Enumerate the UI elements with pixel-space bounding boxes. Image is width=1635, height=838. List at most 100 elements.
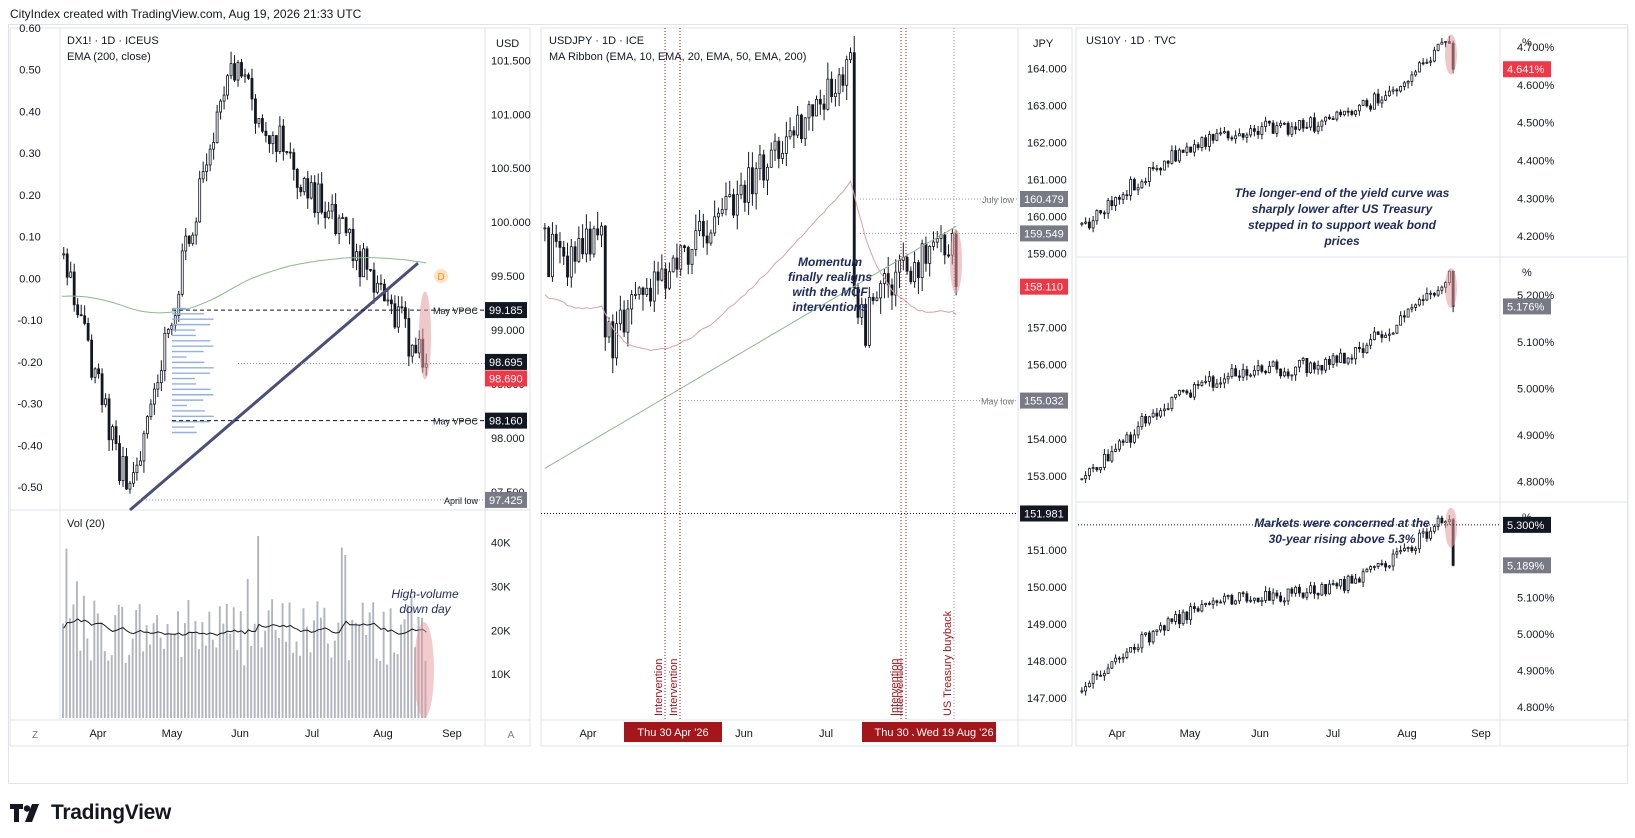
candle-body <box>1402 82 1406 87</box>
candle-body <box>128 482 132 490</box>
dx-volume-bar <box>100 622 103 718</box>
dx-volume-bar <box>407 605 410 718</box>
candle-body <box>830 78 834 98</box>
candle-body <box>1151 412 1155 418</box>
candle-body <box>1080 222 1084 225</box>
candle-body <box>1436 289 1440 296</box>
candle-body <box>664 268 668 289</box>
dx-right-tick: 101.000 <box>491 109 531 121</box>
dx-volume-bar <box>372 602 375 718</box>
candle-body <box>822 103 826 110</box>
candle-body <box>271 135 275 145</box>
candle-body <box>1294 586 1298 594</box>
candle-body <box>243 74 247 77</box>
yield-axis-tick: 4.500% <box>1517 118 1555 130</box>
dx-volume-bar <box>403 619 406 718</box>
candle-body <box>596 228 600 236</box>
jpy-highlight-ellipse <box>950 229 962 294</box>
candle-body <box>1185 390 1189 394</box>
candle-body <box>344 217 348 234</box>
candle-body <box>1192 383 1196 398</box>
candle-body <box>1110 200 1114 207</box>
candle-body <box>376 282 379 293</box>
dx-left-tick: -0.50 <box>17 482 42 494</box>
candle-body <box>247 74 250 79</box>
candle-body <box>1099 674 1103 677</box>
candle-body <box>1219 382 1223 385</box>
dx-volume-bar <box>299 655 301 718</box>
yield-symbol-line: US10Y · 1D · TVC <box>1086 35 1176 47</box>
candle-body <box>1121 440 1125 443</box>
candle-body <box>1312 362 1316 370</box>
candle-body <box>709 232 713 244</box>
jpy-symbol-line: USDJPY · 1D · ICE <box>549 35 644 47</box>
candle-body <box>1091 673 1095 684</box>
jpy-level-tag: 160.479 <box>1020 191 1068 208</box>
dx-volume-bar <box>302 608 305 718</box>
candle-body <box>747 167 751 203</box>
candle-body <box>924 243 928 264</box>
candle-body <box>1125 651 1129 658</box>
candle-body <box>807 104 811 119</box>
candle-body <box>1147 416 1151 424</box>
jpy-level-tag-text: 151.981 <box>1024 508 1064 520</box>
candle-body <box>173 315 177 326</box>
candle-body <box>1339 579 1343 587</box>
candle-body <box>1102 673 1106 677</box>
yield-x-tick: Jul <box>1326 728 1340 740</box>
jpy-level-tag-bg <box>1020 505 1068 522</box>
candle-body <box>407 318 411 357</box>
candle-body <box>1132 647 1136 650</box>
candle-body <box>1110 661 1114 669</box>
jpy-event-label: Intervention <box>894 659 906 716</box>
candle-body <box>65 253 69 278</box>
candle-body <box>845 59 849 86</box>
candle-body <box>327 210 331 219</box>
candle-body <box>1350 357 1354 360</box>
candle-body <box>1249 374 1253 377</box>
candle-body <box>1159 625 1163 631</box>
candle-body <box>1440 41 1444 45</box>
candle-body <box>1230 595 1234 605</box>
jpy-ema50-line <box>544 180 957 352</box>
candle-body <box>932 241 935 247</box>
candle-body <box>1170 150 1174 164</box>
candle-body <box>622 309 626 333</box>
candle-body <box>1204 380 1208 383</box>
dx-volume-bar <box>319 617 322 718</box>
jpy-annotation: Momentum <box>798 255 862 269</box>
candle-body <box>351 228 355 261</box>
candle-body <box>1357 104 1361 112</box>
dx-volume-bar <box>236 649 239 718</box>
dx-auto-button: A <box>508 730 515 741</box>
candle-body <box>69 271 73 278</box>
candle-body <box>1241 592 1245 595</box>
yield-x-tick: May <box>1180 728 1201 740</box>
candle-body <box>777 140 781 159</box>
candle-body <box>754 168 758 195</box>
candle-body <box>1144 416 1148 424</box>
candle-body <box>649 287 652 302</box>
candle-body <box>1354 578 1358 584</box>
candle-body <box>121 456 125 482</box>
candle-body <box>1399 315 1403 326</box>
candle-body <box>1286 588 1290 602</box>
dx-volume-bar <box>184 623 186 718</box>
jpy-last-price-tag-bg <box>1020 278 1068 295</box>
dx-volume-bar <box>204 645 207 718</box>
jpy-last-price-tag-text: 158.110 <box>1024 282 1063 294</box>
candle-body <box>1132 179 1136 191</box>
candle-body <box>792 130 796 136</box>
candle-body <box>1102 212 1106 215</box>
candle-body <box>652 271 656 302</box>
candle-body <box>323 211 327 219</box>
tradingview-logo[interactable]: TradingView <box>10 800 171 826</box>
candle-body <box>879 283 883 299</box>
dx-left-tick: -0.30 <box>17 399 42 411</box>
candle-body <box>1275 592 1279 597</box>
yield-price-tag: 5.189% <box>1503 557 1551 574</box>
dx-volume-bar <box>264 630 267 718</box>
dx-volume-bar <box>306 626 308 718</box>
candle-body <box>1260 126 1264 135</box>
